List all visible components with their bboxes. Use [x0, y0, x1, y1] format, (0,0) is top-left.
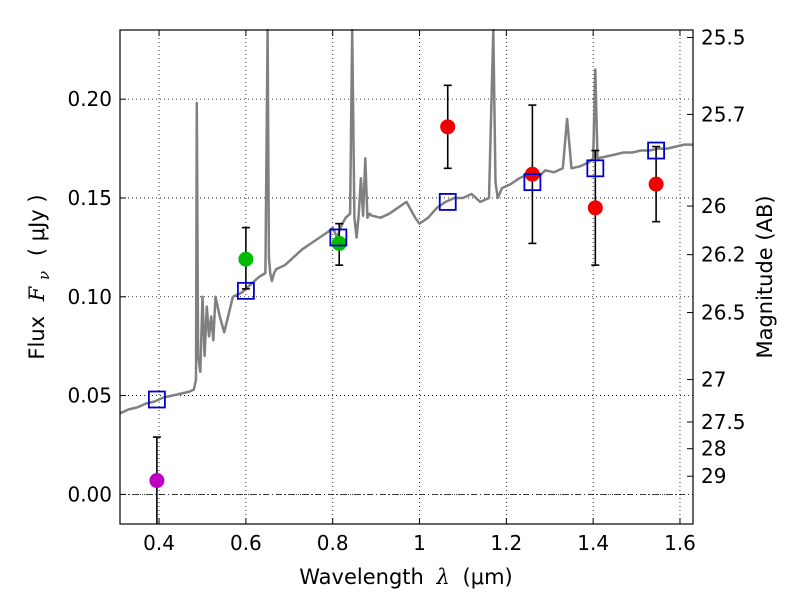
y-tick-labels: 0.00 0.05 0.10 0.15 0.20 [67, 87, 112, 506]
mag-tick-label-1: 25.7 [701, 102, 746, 126]
plot-frame [119, 29, 694, 525]
model-photometry-square-0 [147, 390, 166, 409]
mag-tick-label-0: 25.5 [701, 26, 746, 50]
x-tick-label-1: 0.6 [230, 531, 262, 555]
axis-ticks [120, 30, 693, 524]
observed-point-5 [587, 200, 603, 216]
observed-points [149, 119, 664, 489]
mag-tick-label-6: 27.5 [701, 410, 746, 434]
x-axis-title-symbol: λ [436, 565, 450, 589]
y-axis-title: Flux F ν ( μJy ) [25, 194, 54, 359]
model-photometry-square-5 [586, 159, 605, 178]
model-spectrum-line [119, 28, 693, 415]
y2-axis-title: Magnitude (AB) [753, 195, 777, 358]
mag-tick-label-7: 28 [701, 437, 726, 461]
observed-point-1 [238, 251, 254, 267]
x-tick-label-0: 0.4 [143, 531, 175, 555]
y-axis-title-sub: ν [35, 271, 53, 280]
y-tick-label-4: 0.20 [67, 87, 112, 111]
x-tick-labels: 0.4 0.6 0.8 1 1.2 1.4 1.6 [143, 531, 696, 555]
model-spectrum [119, 28, 693, 415]
mag-tick-label-5: 27 [701, 368, 726, 392]
y-axis-title-symbol: F [25, 285, 49, 302]
x-axis-title-unit: (μm) [463, 565, 513, 589]
x-tick-label-2: 0.8 [317, 531, 349, 555]
model-photometry-square-4 [523, 173, 542, 192]
y-tick-label-2: 0.10 [67, 285, 112, 309]
observed-point-3 [440, 119, 456, 135]
model-photometry-square-6 [647, 141, 666, 160]
y-tick-label-3: 0.15 [67, 186, 112, 210]
y-axis-title-text: Flux [25, 316, 49, 360]
observed-point-2 [331, 235, 347, 251]
x-tick-label-3: 1 [413, 531, 426, 555]
y-tick-label-1: 0.05 [67, 384, 112, 408]
mag-tick-label-4: 26.5 [701, 301, 746, 325]
x-axis-title: Wavelength λ (μm) [299, 565, 512, 589]
mag-tick-label-2: 26 [701, 194, 726, 218]
model-photometry-squares [147, 141, 666, 409]
model-photometry-square-1 [236, 281, 255, 300]
mag-tick-label-3: 26.2 [701, 243, 746, 267]
observed-point-6 [648, 176, 664, 192]
model-photometry-square-3 [438, 193, 457, 211]
y-axis-title-unit: ( μJy ) [25, 194, 49, 256]
x-tick-label-4: 1.2 [490, 531, 522, 555]
mag-tick-label-8: 29 [701, 464, 726, 488]
x-axis-title-text: Wavelength [299, 565, 424, 589]
model-photometry-square-2 [329, 228, 348, 247]
y-tick-label-0: 0.00 [67, 482, 112, 506]
observed-point-0 [149, 473, 165, 489]
x-tick-label-6: 1.6 [664, 531, 696, 555]
magnitude-tick-labels: 25.5 25.7 26 26.2 26.5 27 27.5 28 29 [701, 26, 746, 489]
x-tick-label-5: 1.4 [577, 531, 609, 555]
